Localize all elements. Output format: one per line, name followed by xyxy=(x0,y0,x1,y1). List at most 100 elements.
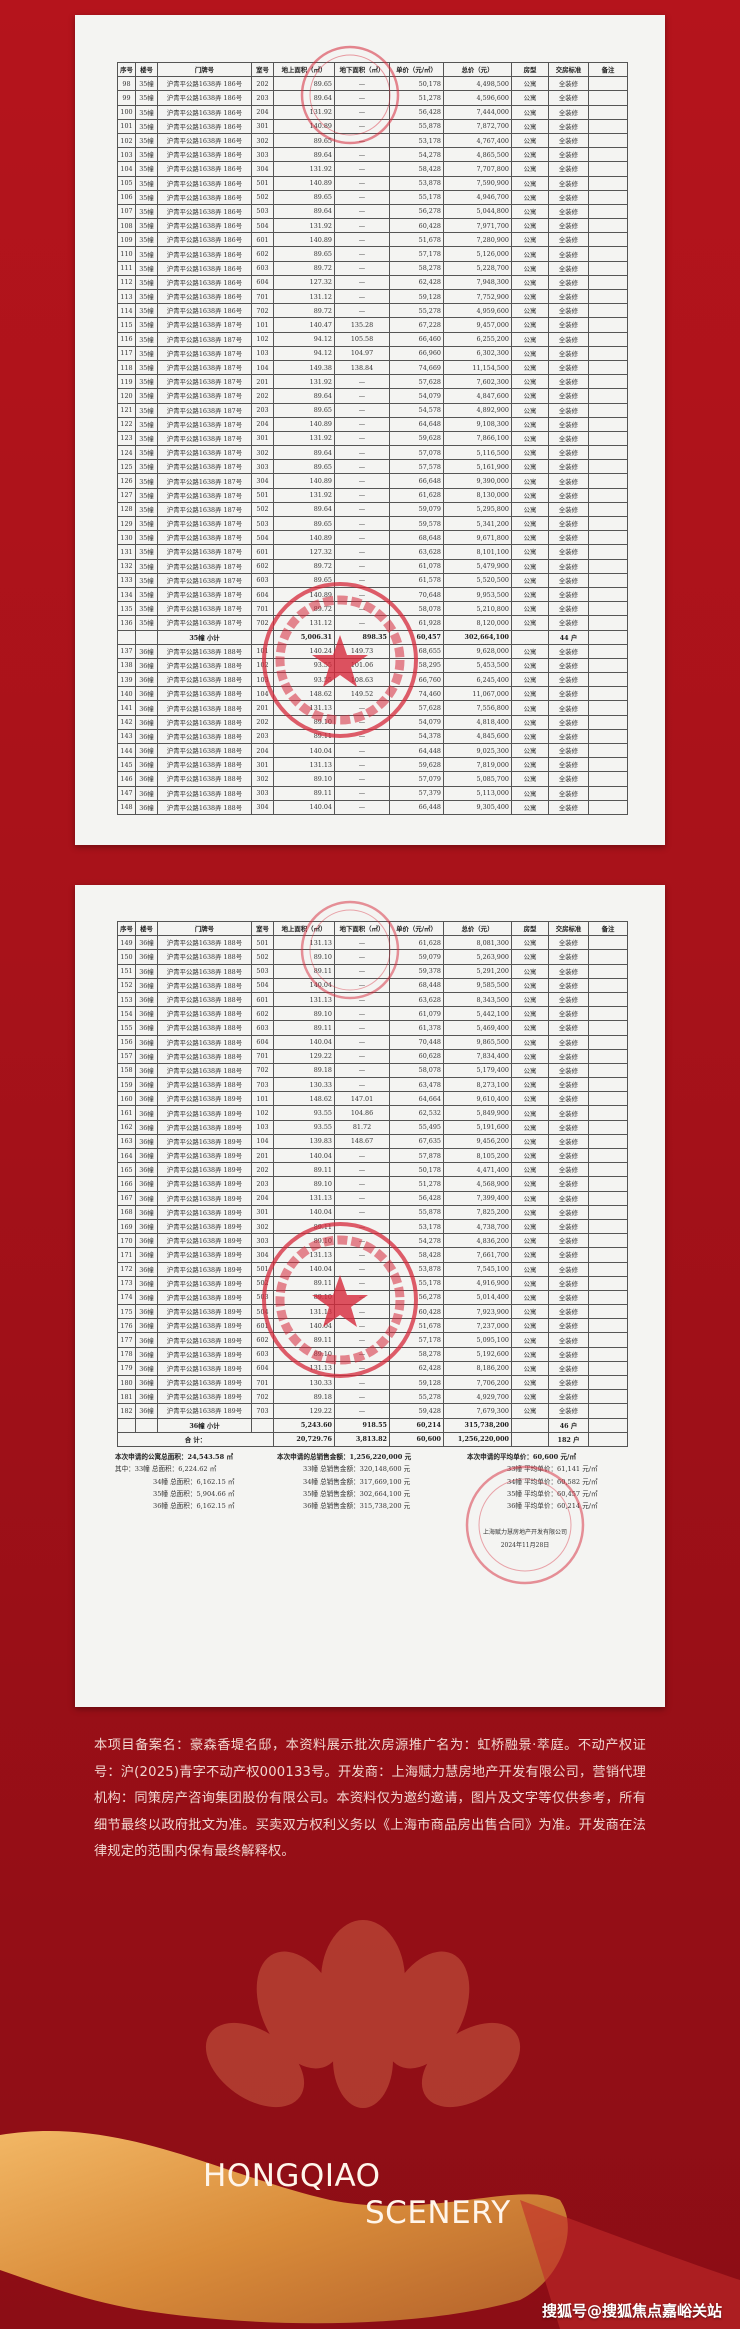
table-row: 100 35幢 沪青平公路1638弄 186号 204 131.92—56,428 7,4… xyxy=(117,104,628,120)
cell-room-type: 公寓 xyxy=(511,544,549,560)
table-row: 141 36幢 沪青平公路1638弄 188号 201 131.13—57,628 7,5… xyxy=(117,700,628,716)
header-remarks: 备注 xyxy=(588,920,628,937)
cell-total-price: 4,916,900 xyxy=(443,1275,512,1291)
cell-building: 36幢 xyxy=(135,991,158,1008)
cell-room-type: 公寓 xyxy=(511,246,549,262)
table-row: 137 36幢 沪青平公路1638弄 188号 101 140.24 149.73 68,6… xyxy=(117,643,628,659)
cell-room: 702 xyxy=(251,1389,274,1405)
cell-remarks xyxy=(588,977,628,993)
cell-room-type: 公寓 xyxy=(511,1346,549,1362)
cell-total-price: 5,192,600 xyxy=(443,1346,512,1362)
cell-seq: 113 xyxy=(117,288,136,305)
table-row: 118 35幢 沪青平公路1638弄 187号 104 149.38 138.84 74,6… xyxy=(117,359,628,376)
cell-above-ground-area: 140.89 xyxy=(273,416,335,432)
header-door-number: 门牌号 xyxy=(157,920,252,937)
cell-delivery-standard: 全装修 xyxy=(548,203,589,220)
cell-underground-area: — xyxy=(334,515,390,532)
cell-seq: 132 xyxy=(117,558,136,574)
cell-room-type: 公寓 xyxy=(511,1091,549,1107)
cell-seq: 162 xyxy=(117,1119,136,1135)
cell-seq: 110 xyxy=(117,246,136,262)
cell-total-price: 5,263,900 xyxy=(443,949,512,965)
table-row: 110 35幢 沪青平公路1638弄 186号 602 89.65—57,178 5,12… xyxy=(117,246,628,262)
cell-door-number: 沪青平公路1638弄 189号 xyxy=(157,1119,252,1135)
cell-unit-price: 64,664 xyxy=(389,1091,444,1107)
cell-unit-price: 54,378 xyxy=(389,728,444,745)
cell-above-ground-area: 131.92 xyxy=(273,161,335,177)
cell-underground-area: — xyxy=(334,1048,390,1064)
cell-room-type: 公寓 xyxy=(511,1332,549,1348)
cell-building: 35幢 xyxy=(135,501,158,518)
cell-room: 501 xyxy=(251,935,274,951)
cell-remarks xyxy=(588,1162,628,1178)
cell-room: 203 xyxy=(251,402,274,418)
cell-seq: 130 xyxy=(117,530,136,546)
cell-total-price: 7,661,700 xyxy=(443,1247,512,1263)
table-row: 99 35幢 沪青平公路1638弄 186号 203 89.64—51,278 4,596… xyxy=(117,90,628,106)
cell-room-type: 公寓 xyxy=(511,530,549,546)
table-row: 106 35幢 沪青平公路1638弄 186号 502 89.65—55,178 4,94… xyxy=(117,189,628,205)
cell-building: 35幢 xyxy=(135,374,158,390)
table-row: 114 35幢 沪青平公路1638弄 186号 702 89.72—55,278 4,95… xyxy=(117,303,628,319)
cell-door-number: 沪青平公路1638弄 189号 xyxy=(157,1247,252,1263)
cell-total-price: 4,865,500 xyxy=(443,147,512,163)
cell-remarks xyxy=(588,203,628,220)
cell-building: 36幢 xyxy=(135,1289,158,1306)
cell-door-number: 沪青平公路1638弄 189号 xyxy=(157,1374,252,1391)
cell-seq: 168 xyxy=(117,1204,136,1220)
cell-remarks xyxy=(588,303,628,319)
cell-delivery-standard: 全装修 xyxy=(548,374,589,390)
table-row: 124 35幢 沪青平公路1638弄 187号 302 89.64—57,078 5,11… xyxy=(117,445,628,461)
cell-building: 35幢 xyxy=(135,274,158,291)
cell-remarks xyxy=(588,118,628,134)
cell-door-number: 沪青平公路1638弄 188号 xyxy=(157,949,252,965)
cell-total-price: 4,836,200 xyxy=(443,1233,512,1249)
table-row: 158 36幢 沪青平公路1638弄 188号 702 89.18—58,078 5,17… xyxy=(117,1062,628,1079)
cell-delivery-standard: 全装修 xyxy=(548,991,589,1008)
cell-room-type: 公寓 xyxy=(511,118,549,134)
cell-room-type: 公寓 xyxy=(511,1261,549,1277)
cell-room-type: 公寓 xyxy=(511,1304,549,1320)
cell-room-type: 公寓 xyxy=(511,147,549,163)
cell-door-number: 沪青平公路1638弄 187号 xyxy=(157,487,252,503)
cell-seq: 123 xyxy=(117,430,136,447)
cell-room: 601 xyxy=(251,232,274,248)
disclaimer-text: 本项目备案名：豪森香堤名邸，本资料展示批次房源推广名为：虹桥融景·萃庭。不动产权… xyxy=(94,1738,646,1859)
cell-room-type: 公寓 xyxy=(511,1006,549,1022)
cell-above-ground-area: 140.24 xyxy=(273,643,335,659)
cell-above-ground-area: 89.65 xyxy=(273,572,335,588)
cell-remarks xyxy=(588,1048,628,1064)
unit-count: 44 户 xyxy=(548,629,589,645)
cell-room: 104 xyxy=(251,359,274,376)
cell-building: 36幢 xyxy=(135,1147,158,1164)
cell-room-type: 公寓 xyxy=(511,345,549,361)
cell-room: 304 xyxy=(251,799,274,815)
cell-remarks xyxy=(588,530,628,546)
table-row: 159 36幢 沪青平公路1638弄 188号 703 130.33—63,478 8,2… xyxy=(117,1077,628,1093)
table-row: 155 36幢 沪青平公路1638弄 188号 603 89.11—61,378 5,46… xyxy=(117,1020,628,1036)
cell-room-type: 公寓 xyxy=(511,317,549,333)
cell-unit-price: 51,278 xyxy=(389,90,444,106)
cell-room-type: 公寓 xyxy=(511,132,549,149)
cell-room: 102 xyxy=(251,657,274,674)
total-price-sum: 302,664,100 xyxy=(443,629,512,645)
cell-underground-area: — xyxy=(334,260,390,276)
cell-underground-area: 101.06 xyxy=(334,657,390,674)
cell-unit-price: 59,128 xyxy=(389,1374,444,1391)
cell-total-price: 7,819,000 xyxy=(443,757,512,773)
cell-total-price: 4,959,600 xyxy=(443,303,512,319)
table-header-row: 序号 楼号 门牌号 室号 地上面积（㎡） 地下面积（㎡） 单价（元/㎡） 总价（元） 房型 交房标… xyxy=(117,61,628,78)
header-total-price: 总价（元） xyxy=(443,920,512,937)
cell-delivery-standard: 全装修 xyxy=(548,147,589,163)
table-row: 102 35幢 沪青平公路1638弄 186号 302 89.65—53,178 4,76… xyxy=(117,132,628,149)
table-row: 182 36幢 沪青平公路1638弄 189号 703 129.22—59,428 7,6… xyxy=(117,1403,628,1419)
cell-total-price: 9,585,500 xyxy=(443,977,512,993)
total-underground-area: 918.55 xyxy=(334,1417,390,1433)
cell-building: 35幢 xyxy=(135,232,158,248)
cell-seq: 175 xyxy=(117,1304,136,1320)
cell-unit-price: 58,278 xyxy=(389,1346,444,1362)
cell-empty xyxy=(135,1417,158,1433)
cell-door-number: 沪青平公路1638弄 188号 xyxy=(157,672,252,688)
cell-door-number: 沪青平公路1638弄 187号 xyxy=(157,402,252,418)
cell-unit-price: 53,878 xyxy=(389,1261,444,1277)
